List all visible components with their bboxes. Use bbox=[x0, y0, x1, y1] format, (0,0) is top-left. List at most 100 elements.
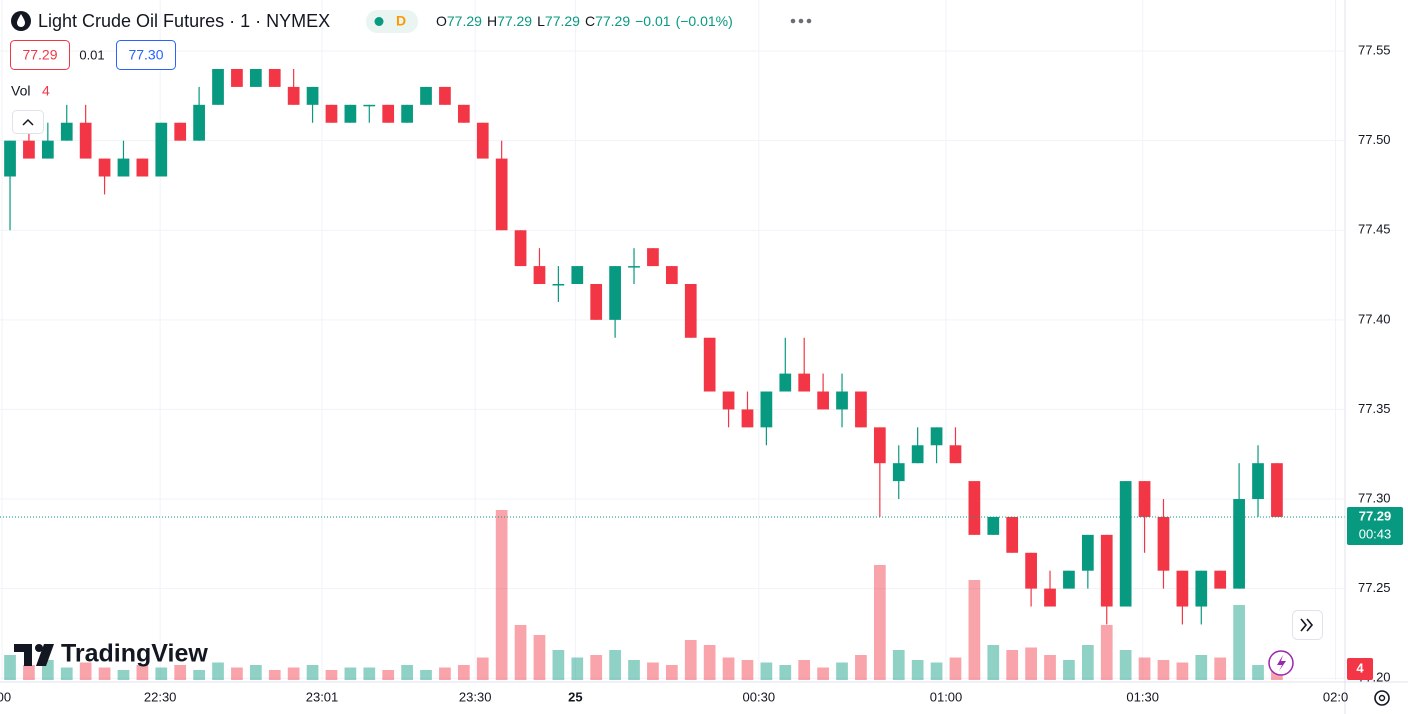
grid bbox=[0, 0, 1345, 680]
volume-bar bbox=[760, 662, 773, 680]
volume-bar bbox=[1138, 657, 1151, 680]
volume-bar bbox=[836, 662, 848, 680]
volume-bar bbox=[363, 667, 376, 680]
last-price-tag bbox=[1347, 506, 1403, 545]
candle-body bbox=[741, 409, 754, 428]
candle-body bbox=[1271, 463, 1283, 517]
volume-bar bbox=[382, 670, 395, 680]
volume-bar bbox=[1100, 625, 1113, 680]
candle-body bbox=[439, 86, 451, 105]
x-tick-label: 23:01 bbox=[306, 689, 339, 704]
candle-body bbox=[703, 337, 716, 392]
y-tick-label: 77.35 bbox=[1358, 401, 1391, 416]
market-badge bbox=[366, 10, 418, 33]
candle-body bbox=[514, 230, 527, 267]
volume-bar bbox=[344, 667, 357, 680]
candle-body bbox=[1100, 534, 1113, 607]
volume-bar bbox=[401, 665, 413, 680]
axes: 77.2077.2577.3077.3577.4077.4577.5077.55… bbox=[0, 43, 1403, 704]
candle-body bbox=[798, 373, 811, 392]
volume-bar bbox=[1214, 657, 1227, 680]
candle-body bbox=[382, 104, 395, 123]
market-status-dot bbox=[374, 17, 384, 26]
candle-body bbox=[1176, 570, 1189, 607]
ohlc-value: 77.29 bbox=[447, 13, 482, 29]
volume-tag bbox=[1347, 658, 1373, 680]
volume-tag-label: 4 bbox=[1356, 660, 1364, 675]
volume-bar bbox=[136, 665, 149, 680]
volume-bar bbox=[552, 650, 565, 680]
candle-body bbox=[60, 122, 73, 141]
volume-bar bbox=[1119, 650, 1132, 680]
candle-body bbox=[1081, 534, 1094, 571]
candle-body bbox=[911, 445, 924, 464]
candle-body bbox=[420, 86, 432, 105]
bid-price: 77.29 bbox=[22, 47, 57, 63]
ohlc-legend: O77.29 H77.29 L77.29 C77.29 −0.01 (−0.01%) bbox=[436, 13, 733, 29]
ohlc-key: L bbox=[537, 13, 545, 29]
volume-bar bbox=[495, 510, 508, 680]
volume-bar bbox=[665, 665, 678, 680]
volume-bar bbox=[930, 662, 943, 680]
volume-bar bbox=[1252, 665, 1264, 680]
candle-body bbox=[873, 427, 886, 464]
candle-body bbox=[1214, 570, 1227, 589]
candle-body bbox=[193, 104, 205, 141]
candle-body bbox=[325, 104, 338, 123]
volume-bar bbox=[287, 667, 300, 680]
candle-body bbox=[609, 266, 621, 320]
candle-body bbox=[1252, 463, 1264, 500]
volume-bar bbox=[155, 667, 168, 680]
candle-body bbox=[1006, 516, 1019, 553]
lightning-button[interactable] bbox=[1268, 650, 1294, 676]
volume-bar bbox=[476, 657, 489, 680]
candle-body bbox=[628, 266, 640, 268]
volume-bar bbox=[1157, 660, 1170, 680]
candle-body bbox=[1119, 481, 1132, 607]
candle-body bbox=[4, 140, 16, 177]
collapse-icon bbox=[22, 118, 34, 126]
candle-body bbox=[268, 68, 281, 87]
countdown: 00:43 bbox=[1359, 526, 1392, 541]
x-tick-label: 02:0 bbox=[1323, 689, 1348, 704]
volume-bar bbox=[1025, 647, 1037, 680]
ohlc-key: C bbox=[585, 13, 595, 29]
bid-box[interactable] bbox=[10, 40, 70, 70]
volume-bar bbox=[647, 662, 659, 680]
volume-bar bbox=[1063, 660, 1075, 680]
candle-body bbox=[457, 104, 470, 123]
candle-body bbox=[1044, 588, 1056, 607]
candle-body bbox=[930, 427, 943, 446]
volume-bar bbox=[779, 665, 792, 680]
watermark-logo bbox=[14, 644, 54, 666]
volume-bar bbox=[60, 667, 73, 680]
candle-body bbox=[987, 516, 1000, 535]
scroll-to-realtime[interactable] bbox=[1292, 610, 1323, 640]
candle-body bbox=[855, 391, 867, 428]
volume-bar bbox=[231, 667, 243, 680]
volume-bar bbox=[1044, 655, 1056, 680]
volume-bar bbox=[41, 660, 54, 680]
spread: 0.01 bbox=[79, 47, 104, 62]
volume-bar bbox=[855, 655, 867, 680]
y-tick-label: 77.55 bbox=[1358, 43, 1391, 58]
ask-box[interactable] bbox=[116, 40, 176, 70]
volume-bar bbox=[968, 580, 981, 680]
more-button[interactable] bbox=[790, 18, 812, 24]
ohlc-value: 77.29 bbox=[545, 13, 580, 29]
settings-button[interactable] bbox=[1374, 690, 1390, 706]
volume-bar bbox=[79, 662, 92, 680]
volume-bar bbox=[873, 565, 886, 680]
volume-bar bbox=[949, 657, 962, 680]
x-tick-label: 25 bbox=[568, 689, 582, 704]
x-tick-label: 00:30 bbox=[743, 689, 776, 704]
x-tick-label: 01:30 bbox=[1126, 689, 1159, 704]
volume-bar bbox=[439, 667, 451, 680]
volume-bar bbox=[590, 655, 603, 680]
volume-bar bbox=[325, 670, 338, 680]
collapse-button[interactable] bbox=[12, 110, 44, 134]
candle-body bbox=[684, 284, 697, 338]
volume-layer bbox=[4, 510, 1283, 680]
volume-legend-label: Vol bbox=[11, 83, 30, 99]
